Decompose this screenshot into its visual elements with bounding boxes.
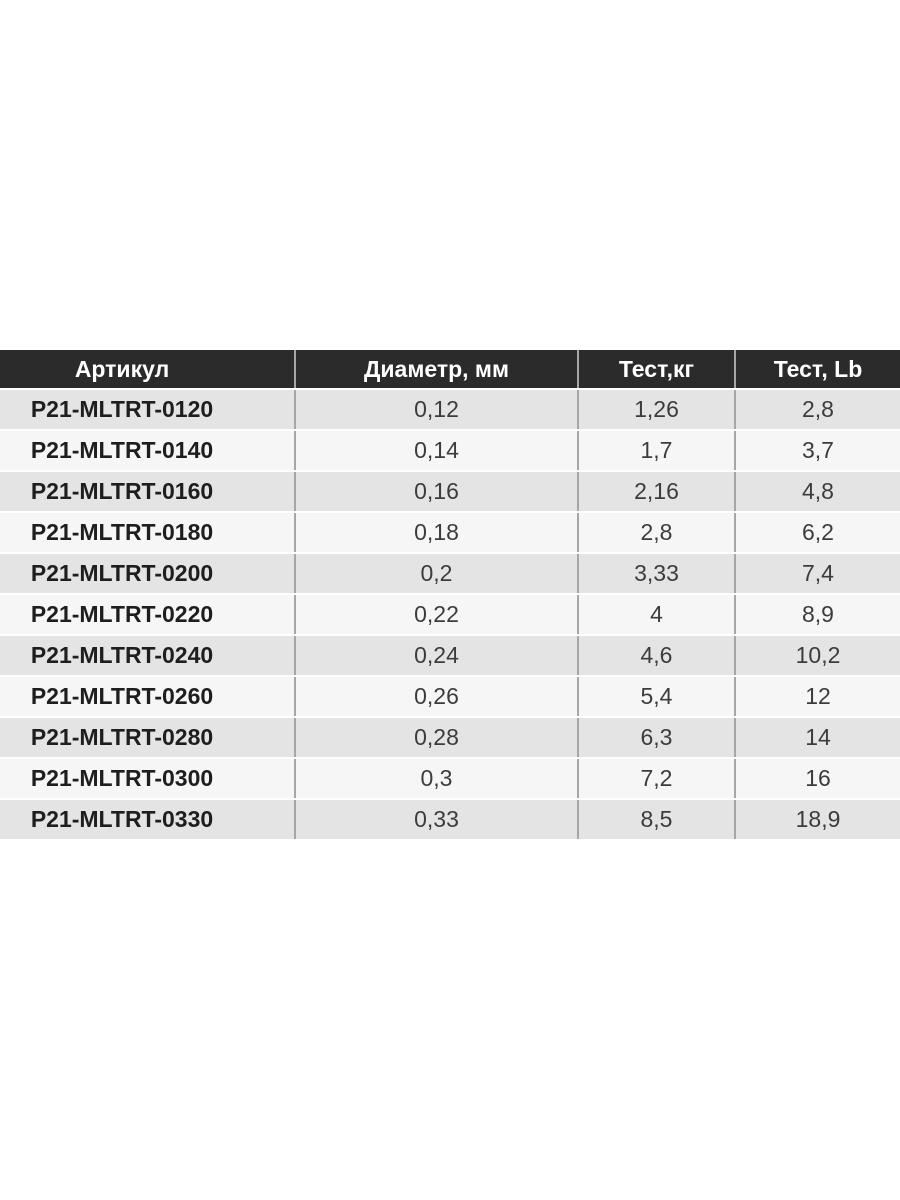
test-kg-cell: 2,16 (577, 471, 735, 513)
column-header-test-kg: Тест,кг (577, 350, 735, 390)
article-cell: P21-MLTRT-0160 (0, 471, 295, 513)
table-row: P21-MLTRT-0330 0,33 8,5 18,9 (0, 799, 900, 841)
header-row: Артикул Диаметр, мм Тест,кг Тест, Lb (0, 350, 900, 390)
diameter-mm-cell: 0,28 (294, 717, 578, 759)
table-row: P21-MLTRT-0220 0,22 4 8,9 (0, 594, 900, 636)
column-header-article: Артикул (0, 350, 295, 390)
test-kg-cell: 4 (577, 594, 735, 636)
diameter-mm-cell: 0,14 (294, 430, 578, 472)
table-row: P21-MLTRT-0120 0,12 1,26 2,8 (0, 389, 900, 431)
test-lb-cell: 7,4 (734, 553, 900, 595)
spec-table: Артикул Диаметр, мм Тест,кг Тест, Lb P21… (0, 350, 900, 841)
table-row: P21-MLTRT-0180 0,18 2,8 6,2 (0, 512, 900, 554)
table-row: P21-MLTRT-0240 0,24 4,6 10,2 (0, 635, 900, 677)
test-lb-cell: 16 (734, 758, 900, 800)
diameter-mm-cell: 0,16 (294, 471, 578, 513)
article-cell: P21-MLTRT-0330 (0, 799, 295, 841)
article-cell: P21-MLTRT-0200 (0, 553, 295, 595)
test-kg-cell: 4,6 (577, 635, 735, 677)
diameter-mm-cell: 0,33 (294, 799, 578, 841)
diameter-mm-cell: 0,26 (294, 676, 578, 718)
diameter-mm-cell: 0,24 (294, 635, 578, 677)
article-cell: P21-MLTRT-0180 (0, 512, 295, 554)
test-kg-cell: 1,26 (577, 389, 735, 431)
diameter-mm-cell: 0,12 (294, 389, 578, 431)
test-kg-cell: 6,3 (577, 717, 735, 759)
test-kg-cell: 7,2 (577, 758, 735, 800)
test-kg-cell: 8,5 (577, 799, 735, 841)
article-cell: P21-MLTRT-0240 (0, 635, 295, 677)
diameter-mm-cell: 0,2 (294, 553, 578, 595)
table-row: P21-MLTRT-0280 0,28 6,3 14 (0, 717, 900, 759)
article-cell: P21-MLTRT-0260 (0, 676, 295, 718)
column-header-diameter-mm: Диаметр, мм (294, 350, 578, 390)
test-lb-cell: 10,2 (734, 635, 900, 677)
diameter-mm-cell: 0,3 (294, 758, 578, 800)
test-lb-cell: 4,8 (734, 471, 900, 513)
test-lb-cell: 2,8 (734, 389, 900, 431)
diameter-mm-cell: 0,22 (294, 594, 578, 636)
test-kg-cell: 5,4 (577, 676, 735, 718)
table-row: P21-MLTRT-0200 0,2 3,33 7,4 (0, 553, 900, 595)
article-cell: P21-MLTRT-0120 (0, 389, 295, 431)
test-kg-cell: 3,33 (577, 553, 735, 595)
article-cell: P21-MLTRT-0300 (0, 758, 295, 800)
diameter-mm-cell: 0,18 (294, 512, 578, 554)
table-row: P21-MLTRT-0260 0,26 5,4 12 (0, 676, 900, 718)
column-header-test-lb: Тест, Lb (734, 350, 900, 390)
test-lb-cell: 8,9 (734, 594, 900, 636)
test-lb-cell: 3,7 (734, 430, 900, 472)
test-kg-cell: 2,8 (577, 512, 735, 554)
article-cell: P21-MLTRT-0280 (0, 717, 295, 759)
table-row: P21-MLTRT-0300 0,3 7,2 16 (0, 758, 900, 800)
test-kg-cell: 1,7 (577, 430, 735, 472)
article-cell: P21-MLTRT-0220 (0, 594, 295, 636)
table-row: P21-MLTRT-0160 0,16 2,16 4,8 (0, 471, 900, 513)
test-lb-cell: 6,2 (734, 512, 900, 554)
article-cell: P21-MLTRT-0140 (0, 430, 295, 472)
spec-table-header: Артикул Диаметр, мм Тест,кг Тест, Lb (0, 350, 900, 390)
table-row: P21-MLTRT-0140 0,14 1,7 3,7 (0, 430, 900, 472)
spec-table-body: P21-MLTRT-0120 0,12 1,26 2,8 P21-MLTRT-0140 0… (0, 389, 900, 841)
test-lb-cell: 14 (734, 717, 900, 759)
test-lb-cell: 18,9 (734, 799, 900, 841)
test-lb-cell: 12 (734, 676, 900, 718)
